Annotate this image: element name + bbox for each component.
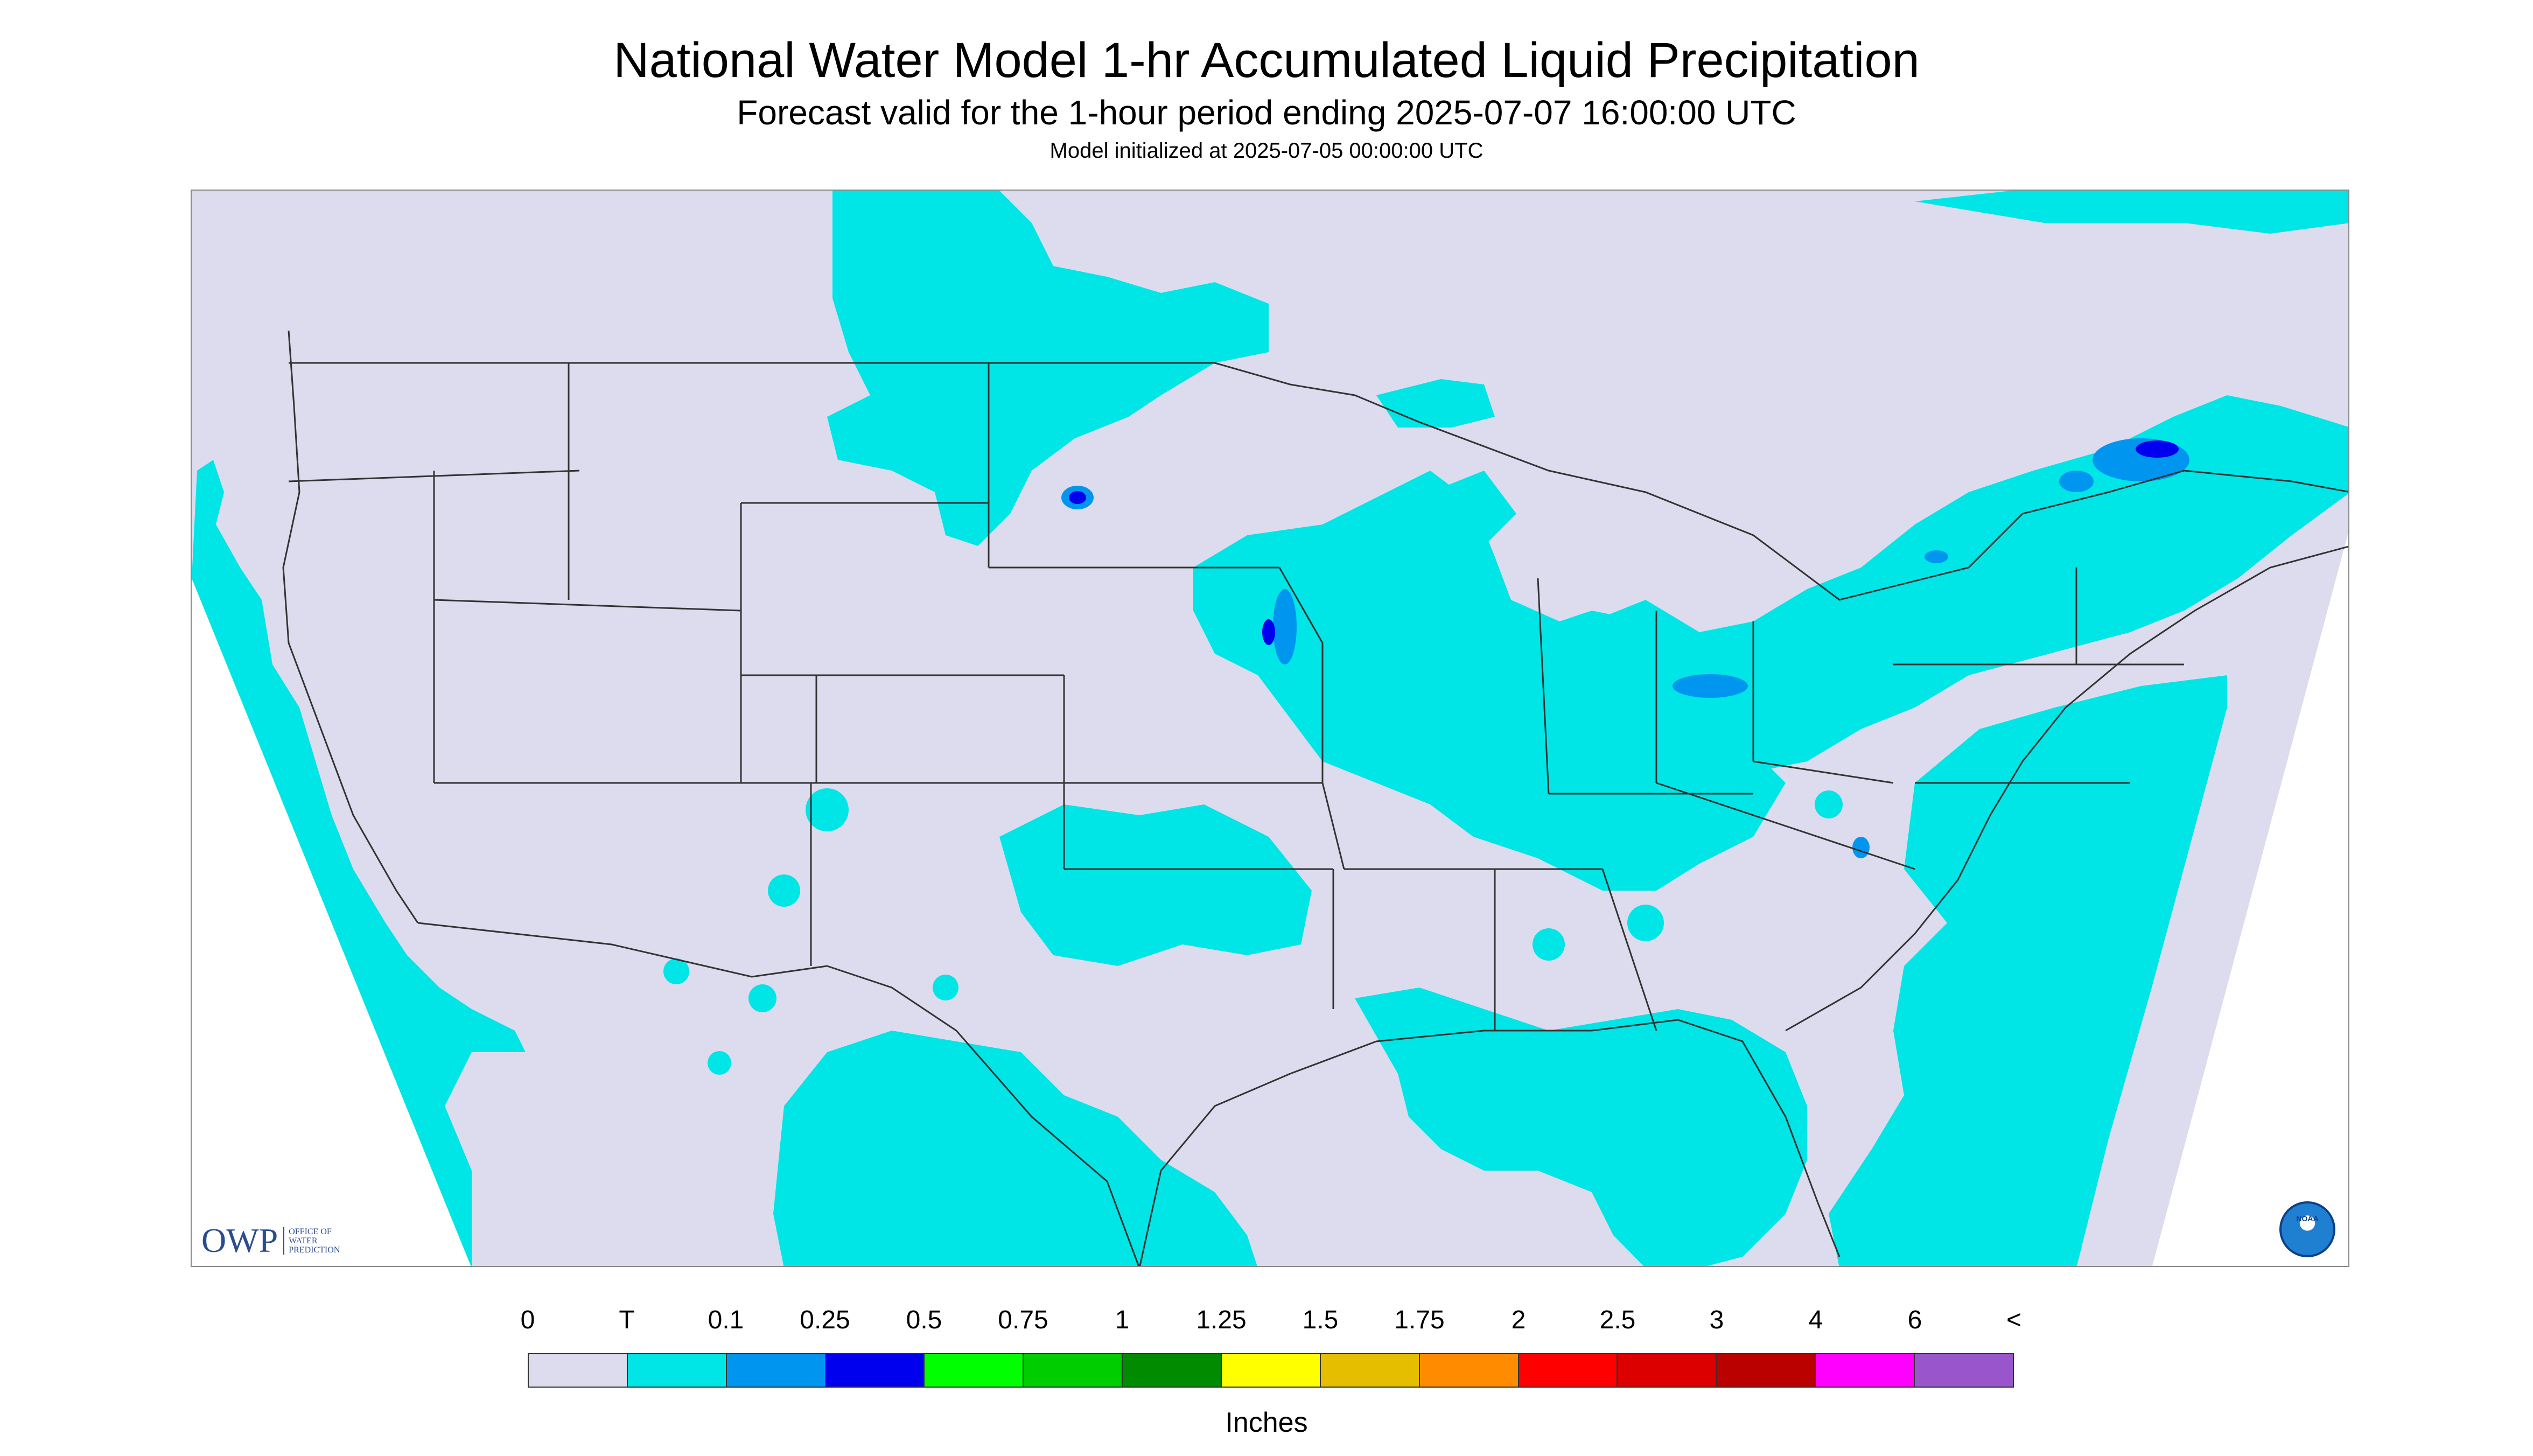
- precip-core: [1673, 674, 1748, 698]
- precip-gulf-southeast: [1355, 988, 1807, 1266]
- precipitation-map: OWP OFFICE OF WATER PREDICTION NOAA: [191, 190, 2349, 1267]
- precip-core: [1852, 837, 1870, 858]
- precip-north-dakota-canada: [827, 191, 1269, 546]
- legend-label: 2: [1511, 1306, 1526, 1334]
- legend-label: T: [619, 1306, 635, 1334]
- legend-swatch: [1320, 1354, 1420, 1387]
- precip-patch: [748, 984, 776, 1012]
- legend-label: 1.75: [1394, 1306, 1445, 1334]
- owp-sub-line: PREDICTION: [289, 1245, 340, 1255]
- map-canvas: [192, 191, 2348, 1266]
- legend-swatch: [1717, 1354, 1816, 1387]
- precip-patch: [663, 958, 689, 984]
- model-domain-area: [192, 191, 2348, 1266]
- precip-core: [1262, 619, 1275, 645]
- precip-atlantic-offshore: [1829, 675, 2227, 1266]
- legend-swatch: [825, 1354, 925, 1387]
- legend-swatch: [1222, 1354, 1321, 1387]
- owp-sub-line: WATER: [289, 1236, 318, 1245]
- map-subtitle: Forecast valid for the 1-hour period end…: [737, 93, 1796, 132]
- precip-core: [2136, 440, 2179, 458]
- legend-label: 0: [520, 1306, 535, 1334]
- legend-label: 0.75: [998, 1306, 1048, 1334]
- precip-core: [2059, 471, 2094, 492]
- precip-patch: [708, 1051, 731, 1075]
- precip-patch: [1815, 790, 1843, 818]
- legend-swatch: [529, 1354, 628, 1387]
- legend-label: 0.25: [800, 1306, 850, 1334]
- noaa-logo-text: NOAA: [2296, 1214, 2319, 1223]
- precip-core: [1925, 550, 1948, 563]
- color-legend: [528, 1353, 2014, 1388]
- precip-upper-midwest: [1193, 471, 1786, 891]
- legend-swatch: [1618, 1354, 1717, 1387]
- us-canada-border: [289, 362, 2348, 601]
- precip-patch: [1627, 905, 1664, 941]
- gulf-coast: [1139, 1019, 1841, 1266]
- map-title: National Water Model 1-hr Accumulated Li…: [613, 33, 1920, 88]
- legend-label: 1.25: [1196, 1306, 1247, 1334]
- precip-ohio-valley-northeast: [1592, 395, 2348, 772]
- legend-swatch: [925, 1354, 1024, 1387]
- pacific-coast: [282, 330, 419, 923]
- atlantic-coast: [1785, 545, 2348, 1032]
- precip-oklahoma-texas: [999, 804, 1312, 966]
- legend-swatch: [726, 1354, 826, 1387]
- owp-logo-text: OWP: [201, 1221, 278, 1259]
- legend-units: Inches: [1225, 1407, 1308, 1438]
- owp-logo-subtext: OFFICE OF WATER PREDICTION: [283, 1227, 340, 1255]
- precip-pacific-coast: [192, 460, 526, 1266]
- precip-oklahoma-small: [1032, 858, 1096, 912]
- noaa-logo: NOAA: [2279, 1201, 2335, 1257]
- legend-label: 1.5: [1302, 1306, 1339, 1334]
- precip-upper-michigan: [1376, 379, 1495, 428]
- legend-label: 4: [1808, 1306, 1823, 1334]
- legend-swatch: [627, 1354, 727, 1387]
- us-mexico-border: [417, 922, 1140, 1266]
- legend-swatch: [1519, 1354, 1618, 1387]
- legend-label: 1: [1115, 1306, 1130, 1334]
- precip-wisconsin: [1430, 471, 1516, 546]
- legend-label: 2.5: [1599, 1306, 1636, 1334]
- precip-patch: [1533, 928, 1565, 961]
- precip-canada-east: [1915, 191, 2348, 234]
- precip-patch: [768, 874, 800, 907]
- precip-south-texas-mexico: [773, 1031, 1257, 1266]
- model-init-text: Model initialized at 2025-07-05 00:00:00…: [1049, 139, 1484, 163]
- precip-heavy-cores: [1061, 438, 2189, 858]
- legend-label: 0.1: [708, 1306, 744, 1334]
- owp-logo: OWP OFFICE OF WATER PREDICTION: [201, 1221, 340, 1261]
- legend-label: 0.5: [906, 1306, 942, 1334]
- state-lines-central: [989, 566, 1657, 1031]
- precip-patch: [806, 788, 849, 831]
- owp-sub-line: OFFICE OF: [289, 1227, 332, 1236]
- precip-patch: [933, 975, 958, 1000]
- legend-label: 6: [1907, 1306, 1922, 1334]
- legend-swatch: [1419, 1354, 1519, 1387]
- legend-swatch: [1123, 1354, 1222, 1387]
- legend-label: <: [2006, 1306, 2022, 1334]
- precip-core: [1069, 491, 1086, 504]
- legend-swatch: [1915, 1354, 2013, 1387]
- legend-swatch: [1024, 1354, 1123, 1387]
- political-boundaries: [282, 330, 2348, 1266]
- state-lines-east: [1537, 568, 2184, 870]
- state-lines-west: [288, 363, 1064, 966]
- precip-core: [1273, 589, 1297, 664]
- legend-swatch: [1816, 1354, 1915, 1387]
- legend-label: 3: [1709, 1306, 1724, 1334]
- precip-trace-areas: [192, 191, 2348, 1266]
